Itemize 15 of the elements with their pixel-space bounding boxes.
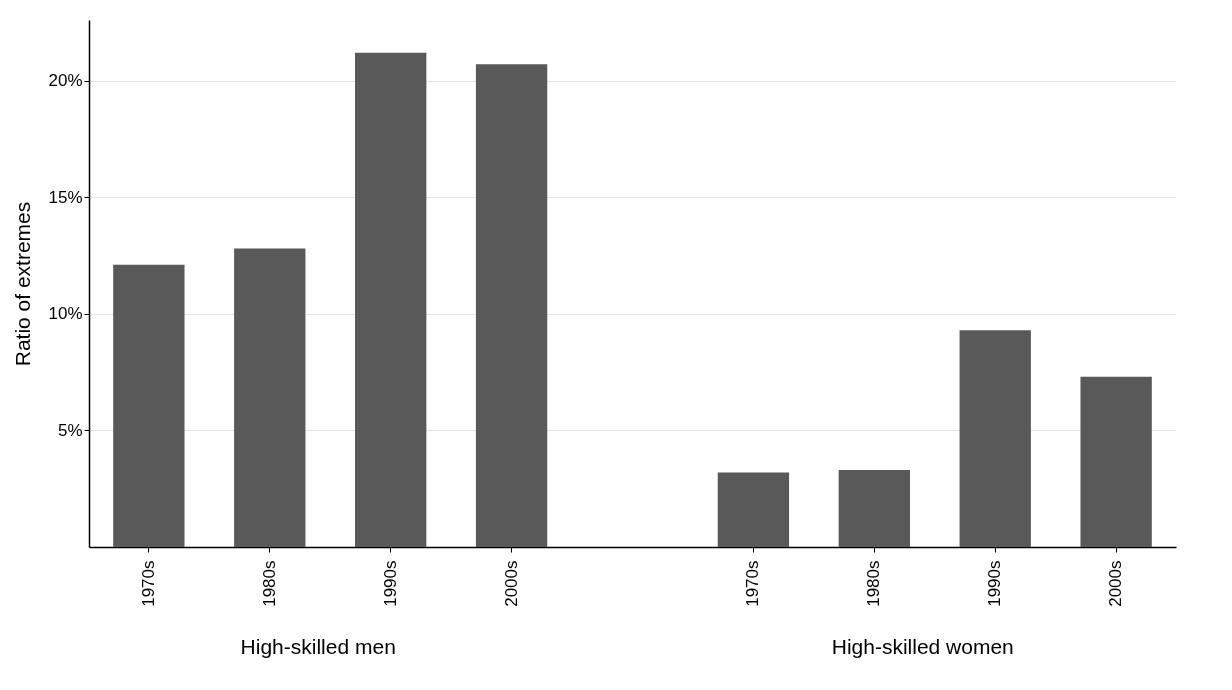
x-tick-label: 2000s [1106,560,1126,607]
y-tick-label: 20% [48,71,83,91]
y-tick-label: 10% [48,304,83,324]
x-tick-label: 1970s [138,560,158,607]
x-tick-label: 1980s [259,560,279,607]
x-tick-label: 1990s [985,560,1005,607]
text: High-skilled women [831,635,1014,659]
x-tick-label: 2000s [501,560,521,607]
y-tick-label: 5% [57,420,83,440]
text: High-skilled men [240,635,396,659]
x-tick-label: 1980s [864,560,884,607]
x-tick-label: 1970s [743,560,763,607]
y-tick-label: 15% [48,187,83,207]
y-axis-title: Ratio of extremes [11,201,35,367]
x-tick-label: 1990s [380,560,400,607]
